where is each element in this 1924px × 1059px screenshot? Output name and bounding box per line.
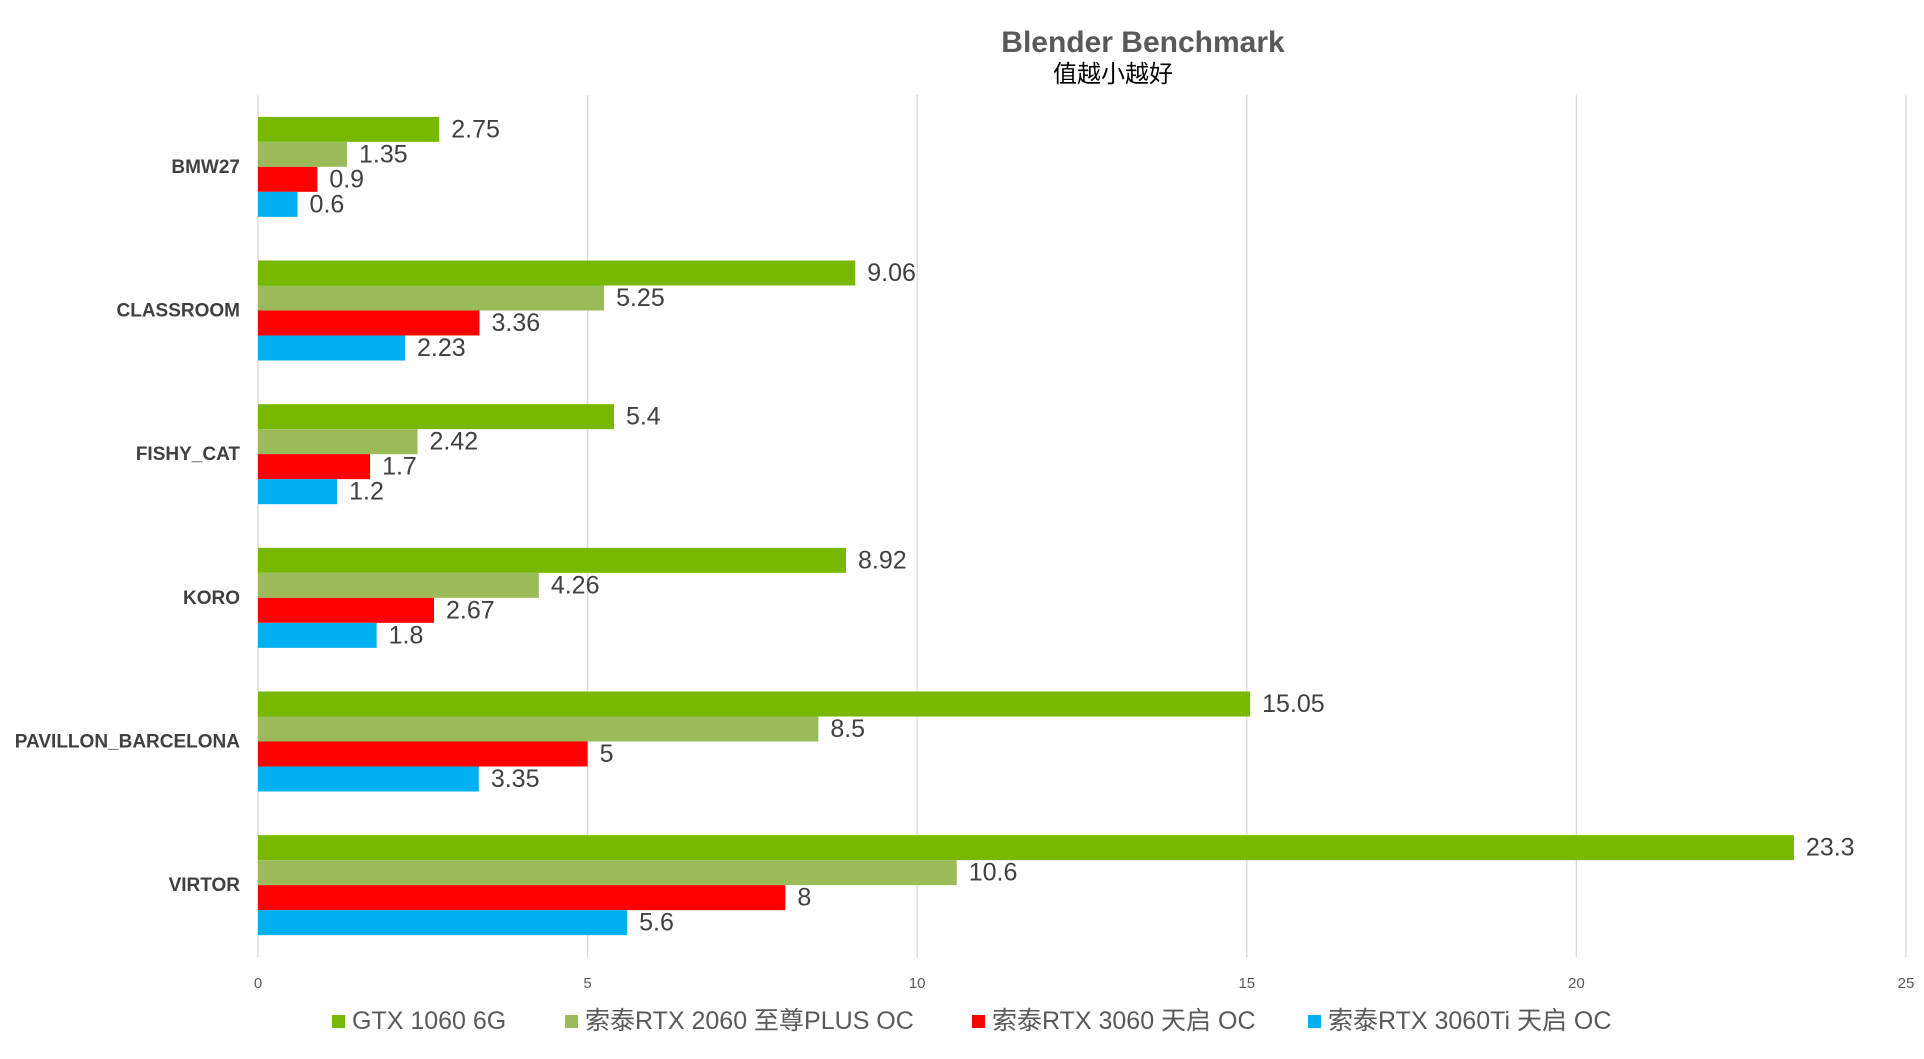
bar (258, 547, 847, 573)
x-tick-label: 20 (1568, 975, 1585, 992)
bar (258, 691, 1251, 717)
data-label: 3.35 (491, 765, 540, 793)
category-axis-labels: BMW27 CLASSROOM FISHY_CAT KORO PAVILLON_BARC… (15, 157, 241, 896)
bar (258, 860, 957, 886)
legend-swatch (332, 1015, 345, 1028)
data-label: 10.6 (969, 859, 1018, 887)
bar (258, 116, 440, 142)
data-label: 2.75 (451, 115, 500, 143)
data-label: 0.9 (329, 165, 364, 193)
bar (258, 716, 819, 742)
value-axis-tick-labels: 0 5 10 15 20 25 (254, 975, 1915, 992)
bars (258, 116, 1794, 936)
grid-lines (257, 95, 1907, 957)
category-label: FISHY_CAT (136, 444, 241, 465)
bar (258, 260, 856, 286)
x-tick-label: 0 (254, 975, 262, 992)
bar (258, 454, 371, 480)
data-label: 2.42 (430, 428, 479, 456)
x-tick-label: 15 (1238, 975, 1255, 992)
category-label: CLASSROOM (117, 301, 241, 322)
legend-label: GTX 1060 6G (352, 1007, 506, 1035)
bar (258, 766, 479, 792)
data-label: 5.25 (616, 284, 665, 312)
bar (258, 310, 480, 336)
legend-label: 索泰RTX 3060 天启 OC (992, 1007, 1256, 1035)
chart-subtitle: 值越小越好 (1053, 61, 1173, 88)
data-labels: 2.75 1.350.90.6 9.06 5.25 3.36 2.23 5.4 2.42 1.7… (310, 115, 1855, 936)
data-label: 5.6 (639, 909, 674, 937)
legend-swatch (972, 1015, 985, 1028)
bar (258, 404, 614, 430)
x-tick-label: 5 (583, 975, 591, 992)
data-label: 15.05 (1262, 690, 1325, 718)
data-label: 3.36 (491, 309, 540, 337)
x-tick-label: 25 (1898, 975, 1915, 992)
bar (258, 741, 588, 767)
category-label: PAVILLON_BARCELONA (15, 732, 240, 753)
bar (258, 885, 786, 911)
data-label: 1.8 (389, 621, 424, 649)
legend-swatch (565, 1015, 578, 1028)
data-label: 9.06 (867, 259, 916, 287)
data-label: 23.3 (1806, 834, 1855, 862)
bar (258, 285, 605, 311)
bar (258, 191, 298, 217)
bar (258, 141, 347, 167)
bar (258, 597, 435, 623)
bar (258, 479, 338, 505)
data-label: 0.6 (310, 190, 345, 218)
legend: GTX 1060 6G 索泰RTX 2060 至尊PLUS OC 索泰RTX 306… (332, 1007, 1611, 1035)
category-label: BMW27 (171, 157, 240, 178)
legend-swatch (1308, 1015, 1321, 1028)
data-label: 4.26 (551, 571, 600, 599)
data-label: 8 (797, 884, 811, 912)
bar (258, 622, 377, 648)
bar (258, 429, 418, 455)
data-label: 1.2 (349, 478, 384, 506)
category-label: VIRTOR (169, 875, 241, 896)
data-label: 8.92 (858, 546, 907, 574)
data-label: 1.7 (382, 453, 417, 481)
legend-label: 索泰RTX 3060Ti 天启 OC (1328, 1007, 1611, 1035)
bar (258, 835, 1794, 861)
bar (258, 335, 406, 361)
x-tick-label: 10 (909, 975, 926, 992)
data-label: 2.67 (446, 596, 495, 624)
data-label: 5 (600, 740, 614, 768)
bar (258, 910, 628, 936)
category-label: KORO (183, 588, 240, 609)
bar (258, 166, 318, 192)
bar (258, 572, 539, 598)
chart-title: Blender Benchmark (1001, 26, 1285, 59)
data-label: 5.4 (626, 403, 661, 431)
data-label: 1.35 (359, 140, 408, 168)
legend-label: 索泰RTX 2060 至尊PLUS OC (585, 1007, 914, 1035)
data-label: 8.5 (830, 715, 865, 743)
data-label: 2.23 (417, 334, 466, 362)
